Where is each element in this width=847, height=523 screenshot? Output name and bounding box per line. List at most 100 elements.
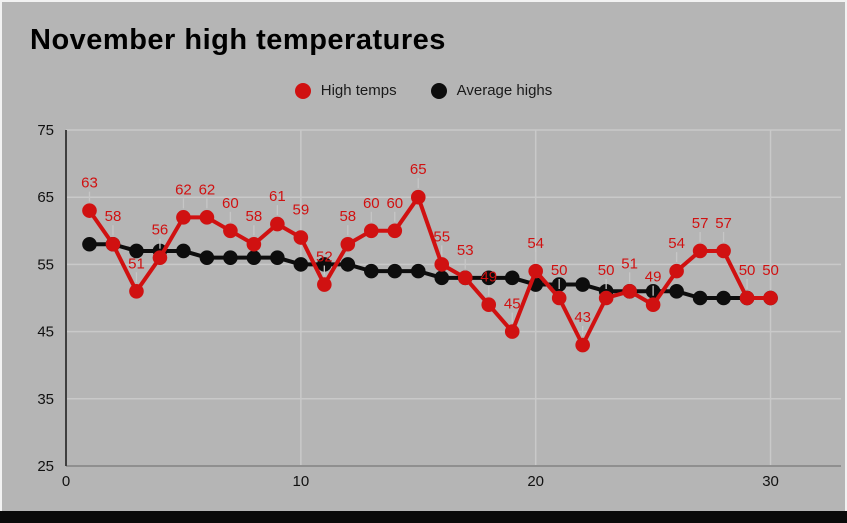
average-highs-marker-day-1 <box>82 236 97 252</box>
average-highs-marker-day-26 <box>669 283 684 299</box>
high-temps-marker-day-4 <box>152 250 168 265</box>
high-temps-value-label-day-27: 57 <box>692 215 709 232</box>
high-temps-value-label-day-26: 54 <box>668 235 685 252</box>
high-temps-marker-day-15 <box>410 189 426 205</box>
high-temps-marker-day-9 <box>270 216 285 232</box>
high-temps-marker-day-27 <box>692 243 708 259</box>
high-temps-value-label-day-4: 56 <box>152 222 169 239</box>
average-highs-marker-day-28 <box>716 290 731 306</box>
chart-title: November high temperatures <box>30 24 446 56</box>
average-highs-marker-day-12 <box>340 257 356 272</box>
high-temps-marker-day-16 <box>434 257 450 272</box>
high-temps-marker-day-2 <box>105 236 121 252</box>
high-temps-marker-day-6 <box>199 210 215 225</box>
high-temps-marker-day-22 <box>575 337 590 353</box>
average-highs-marker-day-22 <box>575 277 590 292</box>
high-temps-marker-day-8 <box>246 236 262 252</box>
high-temps-value-label-day-30: 50 <box>762 262 779 279</box>
x-tick-label-0: 0 <box>62 473 70 490</box>
high-temps-value-label-day-23: 50 <box>598 262 615 279</box>
high-temps-value-label-day-11: 52 <box>316 249 333 266</box>
high-temps-value-label-day-18: 49 <box>480 269 497 286</box>
high-temps-marker-day-24 <box>622 283 637 299</box>
high-temps-value-label-day-21: 50 <box>551 262 568 279</box>
high-temps-value-label-day-1: 63 <box>81 175 98 192</box>
y-tick-label-75: 75 <box>37 122 54 139</box>
high-temps-value-label-day-25: 49 <box>645 269 662 286</box>
high-temps-value-label-day-14: 60 <box>386 195 403 212</box>
x-tick-label-30: 30 <box>762 473 779 490</box>
legend-item-average-highs: Average highs <box>430 82 553 99</box>
average-highs-marker-day-9 <box>270 250 285 265</box>
high-temps-marker-day-19 <box>504 324 520 339</box>
high-temps-value-label-day-29: 50 <box>739 262 756 279</box>
legend: High temps Average highs <box>2 82 845 99</box>
high-temps-value-label-day-6: 62 <box>199 181 216 198</box>
high-temps-value-label-day-15: 65 <box>410 161 427 178</box>
high-temps-marker-day-10 <box>293 230 309 245</box>
plot-area: 25 35 45 55 65 75 0 10 20 30 63 58 51 56 62 62 60 58 61 59 5… <box>37 122 841 490</box>
legend-label-high-temps: High temps <box>320 82 397 99</box>
high-temps-marker-day-29 <box>739 290 755 306</box>
average-highs-marker-day-5 <box>176 243 191 259</box>
x-tick-label-20: 20 <box>527 473 544 490</box>
average-highs-marker-day-18 <box>481 270 497 286</box>
high-temps-value-label-day-20: 54 <box>527 235 544 252</box>
average-highs-marker-day-6 <box>199 250 215 265</box>
high-temps-value-label-day-24: 51 <box>621 255 638 272</box>
x-tick-label-10: 10 <box>293 473 310 490</box>
high-temps-marker-day-7 <box>223 223 238 239</box>
high-temps-value-label-day-16: 55 <box>433 228 450 245</box>
high-temps-marker-day-28 <box>716 243 731 259</box>
average-highs-marker-day-15 <box>410 263 426 279</box>
average-highs-line <box>89 242 771 300</box>
legend-marker-high-temps-icon <box>294 82 311 99</box>
y-tick-label-25: 25 <box>37 458 54 475</box>
high-temps-line <box>87 195 771 348</box>
high-temps-value-label-day-28: 57 <box>715 215 732 232</box>
high-temps-value-label-day-2: 58 <box>105 208 122 225</box>
average-highs-marker-day-8 <box>246 250 262 265</box>
high-temps-marker-day-1 <box>82 203 97 218</box>
y-tick-label-55: 55 <box>37 256 54 273</box>
high-temps-value-label-day-17: 53 <box>457 242 474 259</box>
legend-label-average-highs: Average highs <box>456 82 553 99</box>
y-tick-label-35: 35 <box>37 391 54 408</box>
high-temps-value-label-day-13: 60 <box>363 195 380 212</box>
high-temps-value-label-day-10: 59 <box>293 202 310 219</box>
y-tick-label-65: 65 <box>37 189 54 206</box>
legend-marker-average-highs-icon <box>430 82 447 99</box>
high-temps-marker-day-14 <box>387 223 403 239</box>
high-temps-value-label-day-3: 51 <box>128 255 145 272</box>
average-highs-marker-day-10 <box>293 257 309 272</box>
high-temps-marker-day-18 <box>481 297 497 313</box>
high-temps-value-label-day-22: 43 <box>574 309 591 326</box>
average-highs-marker-day-7 <box>223 250 238 265</box>
high-temps-marker-day-11 <box>317 277 332 292</box>
high-temps-value-label-day-8: 58 <box>246 208 263 225</box>
average-highs-marker-day-16 <box>434 270 450 286</box>
average-highs-marker-day-13 <box>364 263 379 279</box>
bottom-bar <box>0 511 847 523</box>
high-temps-marker-day-23 <box>598 290 614 306</box>
high-temps-marker-day-21 <box>551 290 567 306</box>
high-temps-marker-day-13 <box>364 223 379 239</box>
high-temps-marker-day-3 <box>129 283 144 299</box>
high-temps-marker-day-5 <box>176 210 191 225</box>
high-temps-marker-day-20 <box>528 263 543 279</box>
y-tick-label-45: 45 <box>37 324 54 341</box>
high-temps-value-label-day-5: 62 <box>175 181 192 198</box>
average-highs-marker-day-11 <box>317 257 332 272</box>
high-temps-marker-day-12 <box>340 236 356 252</box>
average-highs-marker-day-14 <box>387 263 403 279</box>
average-highs-marker-day-19 <box>504 270 520 286</box>
legend-item-high-temps: High temps <box>294 82 397 99</box>
high-temps-value-label-day-12: 58 <box>339 208 356 225</box>
high-temps-marker-day-26 <box>669 263 684 279</box>
high-temps-marker-day-25 <box>645 297 661 313</box>
average-highs-marker-day-3 <box>129 243 144 259</box>
high-temps-marker-day-17 <box>457 270 473 286</box>
high-temps-value-label-day-9: 61 <box>269 188 286 205</box>
high-temps-marker-day-30 <box>763 290 778 306</box>
